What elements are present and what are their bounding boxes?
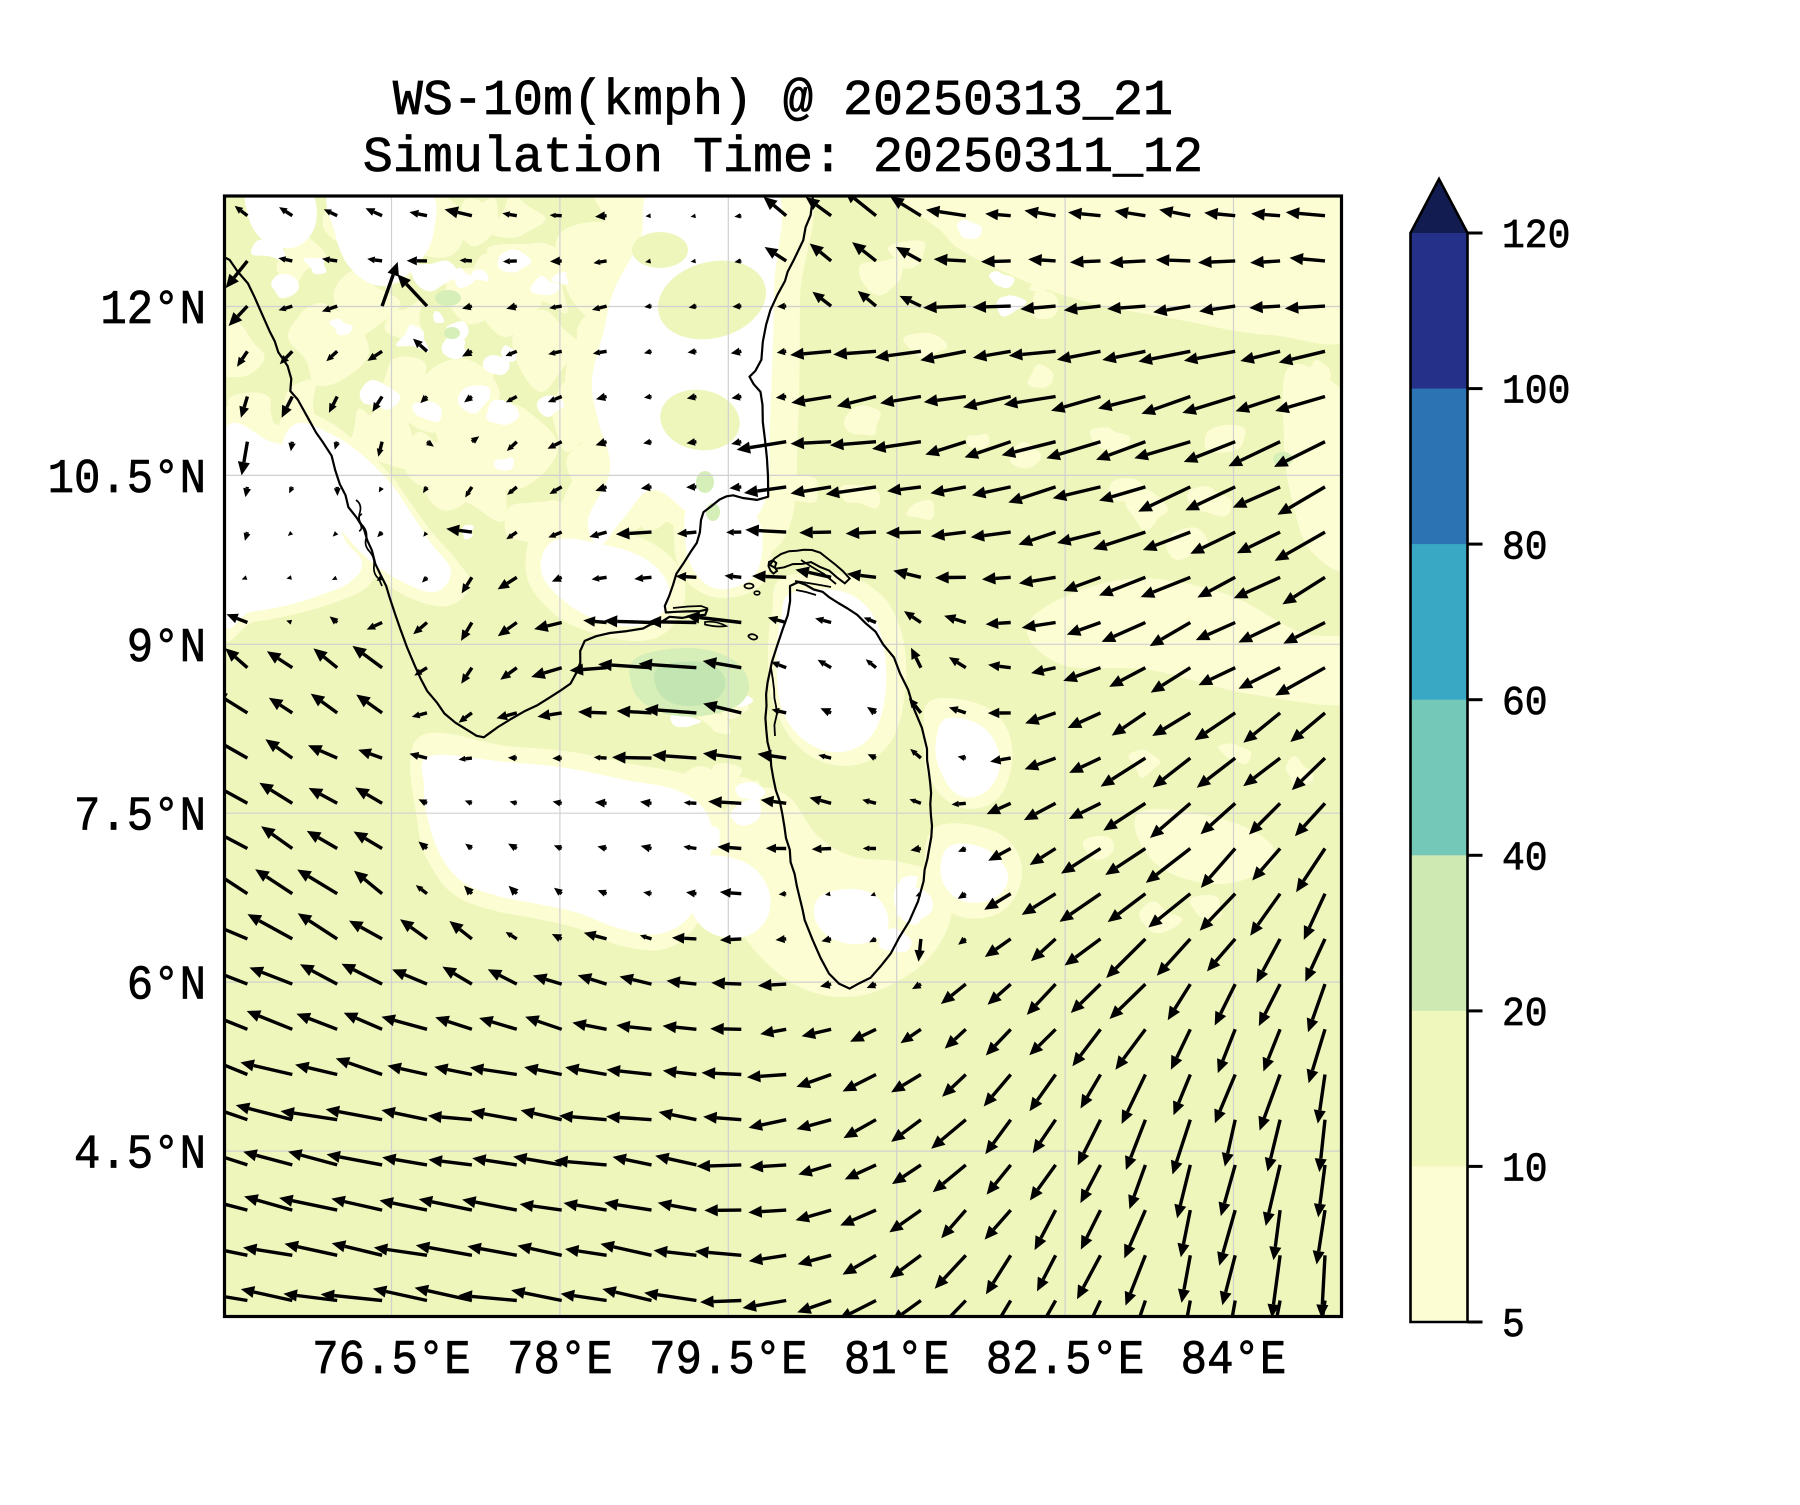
svg-text:81°E: 81°E (844, 1332, 950, 1387)
svg-text:WS-10m(kmph) @ 20250313_21: WS-10m(kmph) @ 20250313_21 (393, 73, 1173, 130)
svg-text:9°N: 9°N (127, 620, 206, 675)
svg-text:12°N: 12°N (100, 282, 206, 337)
svg-text:10.5°N: 10.5°N (48, 451, 206, 506)
svg-text:Simulation Time: 20250311_12: Simulation Time: 20250311_12 (363, 130, 1203, 187)
svg-text:80: 80 (1502, 524, 1548, 570)
svg-text:4.5°N: 4.5°N (74, 1127, 206, 1182)
svg-text:40: 40 (1502, 835, 1548, 881)
svg-text:5: 5 (1502, 1302, 1525, 1348)
svg-text:20: 20 (1502, 991, 1548, 1037)
svg-text:120: 120 (1502, 213, 1570, 259)
svg-text:79.5°E: 79.5°E (649, 1332, 807, 1387)
svg-text:84°E: 84°E (1181, 1332, 1287, 1387)
svg-text:60: 60 (1502, 680, 1548, 726)
svg-text:82.5°E: 82.5°E (986, 1332, 1144, 1387)
svg-text:6°N: 6°N (127, 958, 206, 1013)
svg-text:7.5°N: 7.5°N (74, 789, 206, 844)
svg-text:78°E: 78°E (507, 1332, 613, 1387)
svg-text:10: 10 (1502, 1147, 1548, 1193)
svg-text:76.5°E: 76.5°E (312, 1332, 470, 1387)
svg-text:100: 100 (1502, 369, 1570, 415)
